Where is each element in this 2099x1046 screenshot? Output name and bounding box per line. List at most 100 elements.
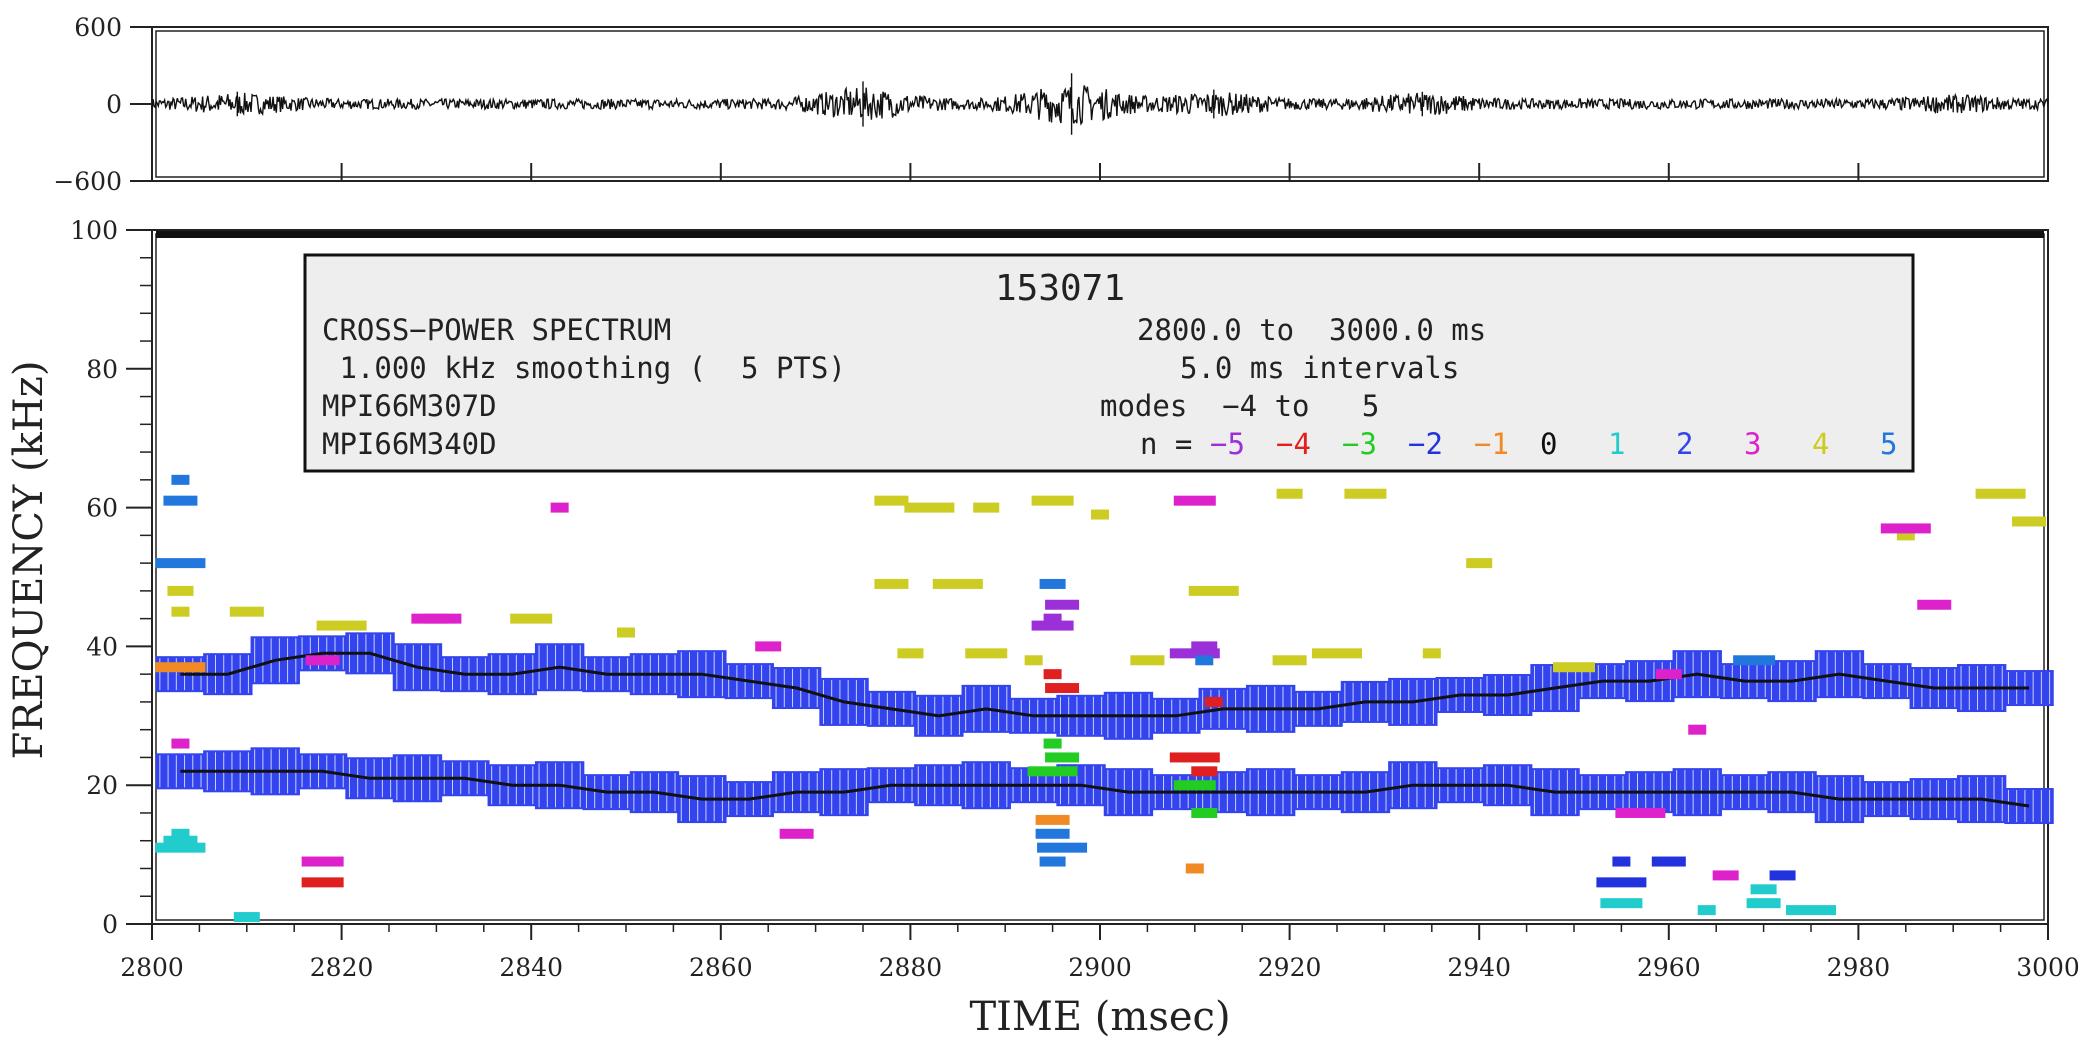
spectrum-panel: 2800 2820 2840 2860 2880 2900 2920 2940 2960 2980… xyxy=(6,216,2080,1040)
signal-panel: 600 0 −600 xyxy=(53,13,2049,196)
mode-mark xyxy=(155,662,206,673)
mode-mark xyxy=(1896,530,1915,541)
signal-trace xyxy=(151,73,2049,135)
mode-mark xyxy=(1191,766,1218,777)
y-tick-label: 0 xyxy=(102,910,118,939)
signal-y-tick-labels: 600 0 −600 xyxy=(53,13,152,196)
x-tick-label: 2920 xyxy=(1258,953,1322,982)
mode-mark xyxy=(1031,495,1074,506)
x-tick-label: 2960 xyxy=(1637,953,1701,982)
mode-mark xyxy=(163,835,198,846)
x-tick-label: 2980 xyxy=(1827,953,1891,982)
mode-legend-entry: −5 xyxy=(1210,427,1245,461)
x-tick-label: 2900 xyxy=(1068,953,1132,982)
mode-legend-entry: −3 xyxy=(1342,427,1377,461)
y-tick-label: 100 xyxy=(70,216,118,245)
x-tick-label: 2840 xyxy=(499,953,563,982)
mode-mark xyxy=(305,655,340,666)
x-tick-label: 2940 xyxy=(1447,953,1511,982)
mode-mark xyxy=(171,606,190,617)
mode-legend-entry: −4 xyxy=(1276,427,1311,461)
mode-mark xyxy=(1027,766,1078,777)
mode-mark xyxy=(1422,648,1441,659)
mode-mark xyxy=(1272,655,1307,666)
series-4 xyxy=(155,828,1836,923)
mode-legend: −5 −4 −3 −2 −1 0 1 2 3 4 5 xyxy=(1210,427,1897,461)
mode-mark xyxy=(932,578,983,589)
mode-mark xyxy=(510,613,553,624)
mode-mark xyxy=(1035,828,1070,839)
x-tick-label: 2800 xyxy=(120,953,184,982)
mode-legend-entry: 3 xyxy=(1744,427,1761,461)
x-tick-label: 3000 xyxy=(2016,953,2080,982)
info-line2-left: 1.000 kHz smoothing ( 5 PTS) xyxy=(322,351,846,385)
mode-legend-entry: −1 xyxy=(1474,427,1509,461)
signal-ticks xyxy=(151,163,2049,181)
mode-mark xyxy=(1697,905,1716,916)
series-7 xyxy=(301,669,1223,888)
info-line4-left: MPI66M340D xyxy=(322,427,497,461)
y-axis-title: FREQUENCY (kHz) xyxy=(6,361,52,760)
mode-mark xyxy=(1191,641,1218,652)
y-tick-label: 20 xyxy=(86,771,118,800)
series-9 xyxy=(155,662,1204,874)
mode-legend-entry: 2 xyxy=(1676,427,1693,461)
mode-mark xyxy=(755,641,782,652)
mode-mark xyxy=(2012,516,2047,527)
mode-mark xyxy=(1188,585,1239,596)
mode-mark xyxy=(1037,842,1088,853)
mode-legend-n-label: n = xyxy=(1140,427,1192,461)
mode-mark xyxy=(171,828,190,839)
mode-mark xyxy=(233,912,260,923)
mode-mark xyxy=(904,502,955,513)
mode-mark xyxy=(550,502,569,513)
signal-y-tick-label: −600 xyxy=(53,167,122,196)
info-line1-left: CROSS−POWER SPECTRUM xyxy=(322,313,671,347)
mode-mark xyxy=(171,474,190,485)
mode-mark xyxy=(973,502,1000,513)
mode-mark xyxy=(1553,662,1595,673)
mode-mark xyxy=(1769,870,1796,881)
mode-mark xyxy=(316,620,367,631)
mode-legend-entry: 5 xyxy=(1880,427,1897,461)
mode-mark xyxy=(1276,488,1303,499)
mode-mark xyxy=(301,877,344,888)
mode-mark xyxy=(1195,655,1214,666)
band-block xyxy=(2004,788,2054,825)
mode-legend-entry: 0 xyxy=(1540,427,1557,461)
mode-mark xyxy=(1312,648,1362,659)
mode-mark xyxy=(897,648,924,659)
y-tick-label: 40 xyxy=(86,632,118,661)
y-tick-label: 80 xyxy=(86,355,118,384)
info-box: 153071 CROSS−POWER SPECTRUM 2800.0 to 30… xyxy=(303,253,1915,473)
mode-mark xyxy=(1031,620,1074,631)
x-axis-title: TIME (msec) xyxy=(969,994,1230,1040)
mode-mark xyxy=(1043,669,1062,680)
mode-mark xyxy=(167,585,194,596)
mode-mark xyxy=(1466,558,1493,569)
mode-mark xyxy=(1130,655,1165,666)
x-tick-label: 2860 xyxy=(689,953,753,982)
mode-mark xyxy=(411,613,462,624)
mode-mark xyxy=(1612,856,1631,867)
mode-mark xyxy=(163,495,198,506)
mode-mark xyxy=(1185,863,1204,874)
mode-mark xyxy=(1344,488,1387,499)
series-3 xyxy=(171,495,1952,881)
info-line1-right: 2800.0 to 3000.0 ms xyxy=(1137,313,1486,347)
mode-mark xyxy=(874,578,909,589)
mode-mark xyxy=(1045,683,1080,694)
mode-mark xyxy=(1091,509,1109,520)
mode-mark xyxy=(1169,752,1220,763)
mode-mark xyxy=(155,558,206,569)
mode-legend-entry: 1 xyxy=(1608,427,1625,461)
mode-mark xyxy=(1975,488,2026,499)
spectrum-marks xyxy=(155,474,2054,923)
y-tick-label: 60 xyxy=(86,494,118,523)
x-tick-label: 2880 xyxy=(879,953,943,982)
mode-mark xyxy=(1750,884,1777,895)
mode-mark xyxy=(1786,905,1836,916)
x-tick-label: 2820 xyxy=(310,953,374,982)
info-box-bg xyxy=(303,253,1915,473)
series-2 xyxy=(167,488,2047,673)
